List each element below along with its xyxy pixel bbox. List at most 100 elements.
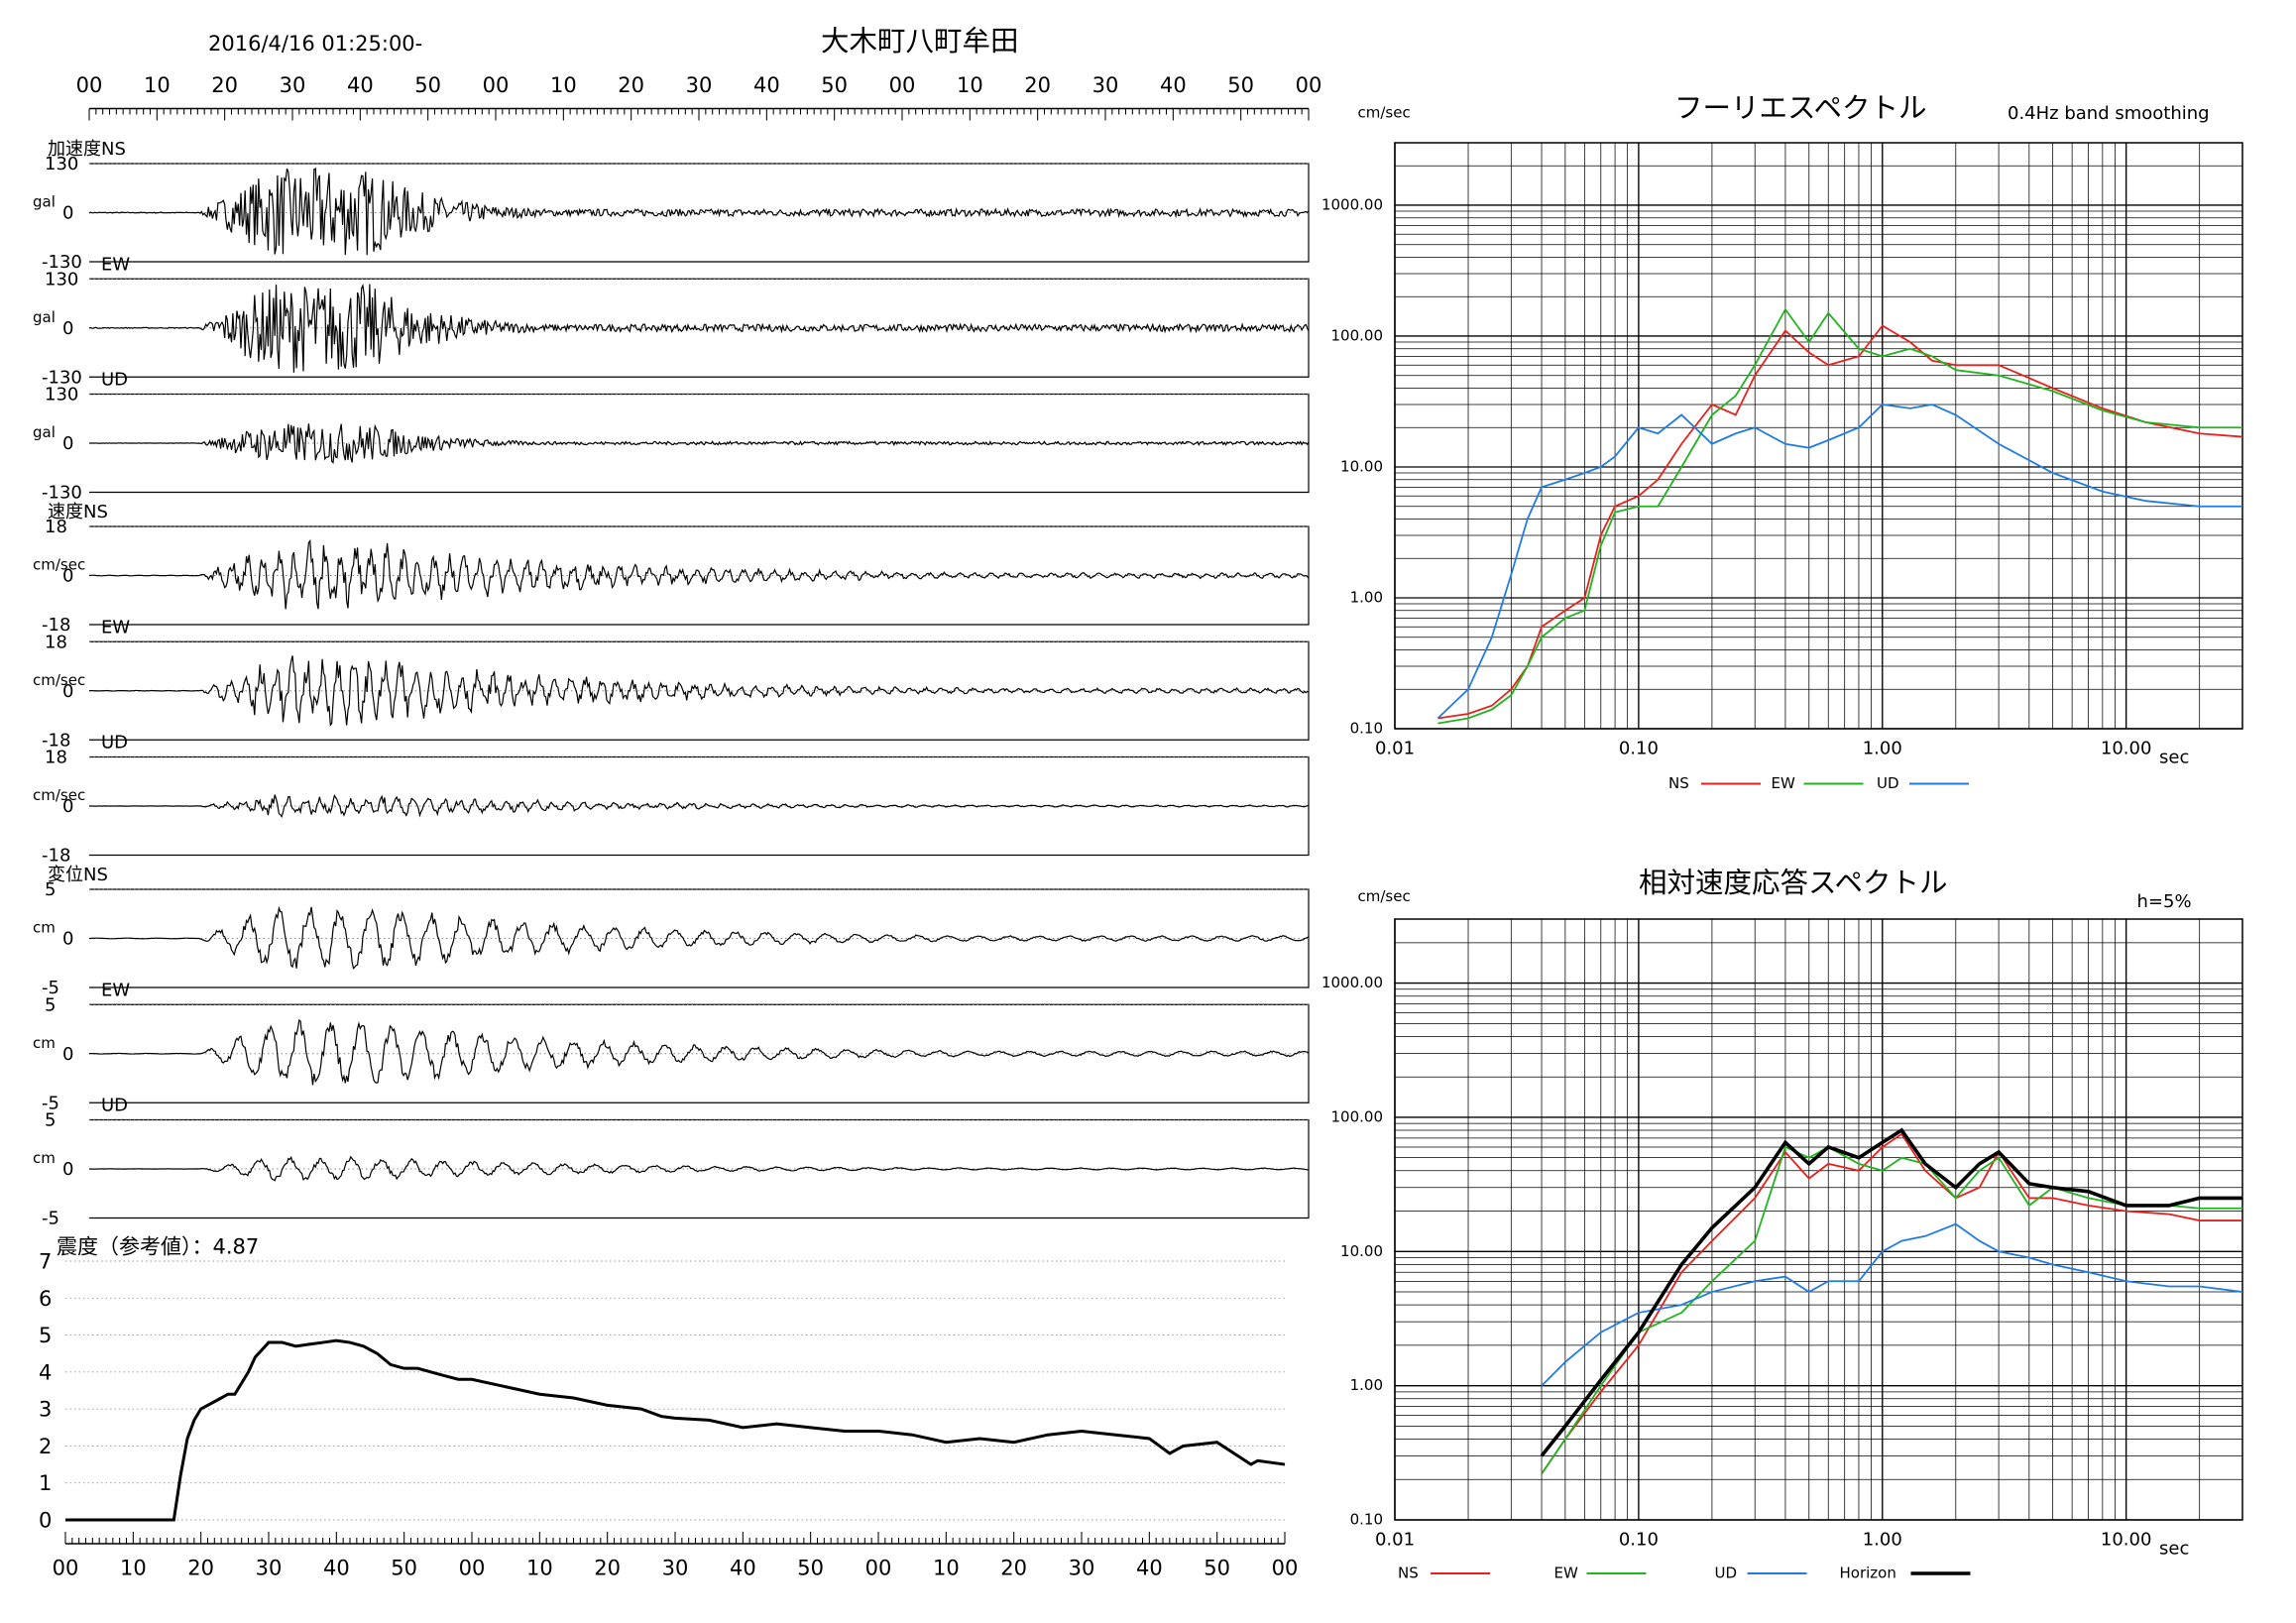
legend-label: EW <box>1772 774 1795 792</box>
x-tick-label: 0.10 <box>1619 739 1659 759</box>
panel-min-label: -130 <box>42 367 82 388</box>
legend-label: NS <box>1398 1565 1419 1582</box>
panel-label: UD <box>101 733 128 754</box>
intensity-axis-label: 40 <box>1136 1557 1163 1580</box>
series-line-ud <box>1541 1222 2243 1387</box>
fourier-subtitle: 0.4Hz band smoothing <box>2008 103 2210 124</box>
intensity-series-line <box>65 1338 1286 1522</box>
panel-unit-label: cm <box>33 1149 56 1167</box>
x-tick-label: 10.00 <box>2101 1530 2152 1551</box>
time-tick-label: 30 <box>686 73 713 97</box>
waveform-trace <box>89 655 1310 727</box>
intensity-axis-label: 10 <box>933 1557 960 1580</box>
series-line-ew <box>1541 1145 2242 1475</box>
response-unit: cm/sec <box>1358 887 1411 905</box>
time-tick-label: 50 <box>1227 73 1254 97</box>
panel-zero-label: 0 <box>62 318 73 339</box>
panel-label: EW <box>101 617 130 638</box>
panel-max-label: 5 <box>45 1110 56 1131</box>
time-tick-label: 00 <box>76 73 103 97</box>
series-line-ns <box>1437 324 2243 720</box>
series-line-ud <box>1436 404 2242 720</box>
panel-max-label: 130 <box>45 269 78 290</box>
panel-min-label: -5 <box>42 1093 59 1113</box>
intensity-axis-label: 00 <box>865 1557 892 1580</box>
panel-max-label: 5 <box>45 994 56 1015</box>
intensity-axis-label: 40 <box>323 1557 350 1580</box>
time-tick-label: 30 <box>280 73 306 97</box>
waveform-trace <box>89 905 1310 970</box>
series-line-ew <box>1437 307 2242 725</box>
intensity-chart: 7 6 5 4 3 2 1 0 <box>39 1250 1286 1533</box>
waveform-trace <box>89 423 1310 465</box>
chart-frame <box>1394 918 2243 1521</box>
response-legend: NS EW UD Horizon <box>1398 1565 1971 1582</box>
panel-min-label: -18 <box>42 615 70 636</box>
intensity-y-tick: 5 <box>39 1324 52 1347</box>
panel-zero-label: 0 <box>62 1044 73 1065</box>
intensity-axis-label: 30 <box>256 1557 283 1580</box>
y-tick-label: 10.00 <box>1340 1242 1383 1260</box>
legend-label: NS <box>1668 774 1689 792</box>
time-tick-label: 10 <box>957 73 983 97</box>
panel-unit-label: gal <box>33 193 56 211</box>
waveform-trace <box>88 168 1310 256</box>
intensity-axis-label: 20 <box>1000 1557 1027 1580</box>
x-tick-label: 0.01 <box>1375 1530 1415 1551</box>
intensity-axis-label: 20 <box>594 1557 621 1580</box>
time-tick-label: 50 <box>821 73 848 97</box>
intensity-axis-label: 40 <box>730 1557 756 1580</box>
time-tick-label: 40 <box>1160 73 1187 97</box>
intensity-axis-label: 50 <box>797 1557 824 1580</box>
y-tick-label: 0.10 <box>1350 1511 1383 1529</box>
intensity-axis-label: 20 <box>187 1557 214 1580</box>
panel-label: 変位NS <box>48 865 108 885</box>
time-tick-label: 00 <box>483 73 510 97</box>
time-tick-label: 40 <box>347 73 374 97</box>
panel-max-label: 18 <box>45 748 67 768</box>
datetime-label: 2016/4/16 01:25:00- <box>208 32 422 56</box>
legend-label: UD <box>1877 774 1899 792</box>
x-tick-label: 0.01 <box>1375 739 1415 759</box>
y-tick-label: 1.00 <box>1350 588 1383 606</box>
panel-max-label: 130 <box>45 385 78 406</box>
panel-label: EW <box>101 254 130 275</box>
series-line-ns <box>1541 1132 2242 1475</box>
response-damping: h=5% <box>2137 891 2192 912</box>
panel-max-label: 5 <box>45 879 56 900</box>
intensity-label: 震度（参考値）：4.87 <box>57 1235 259 1259</box>
time-axis-bottom: 00 10 20 30 40 50 00 10 20 30 40 50 00 10 20 30 40 50 00 <box>53 1532 1298 1580</box>
y-tick-label: 10.00 <box>1340 457 1383 475</box>
x-tick-label: 1.00 <box>1863 739 1902 759</box>
y-tick-label: 1000.00 <box>1321 195 1383 213</box>
intensity-y-tick: 3 <box>39 1398 52 1422</box>
panel-unit-label: cm/sec <box>33 786 85 804</box>
y-tick-label: 100.00 <box>1331 1107 1384 1125</box>
time-tick-label: 30 <box>1092 73 1119 97</box>
waveform-trace <box>89 1155 1309 1182</box>
time-tick-label: 00 <box>1296 73 1322 97</box>
panel-zero-label: 0 <box>62 681 73 702</box>
panel-min-label: -18 <box>42 846 70 867</box>
panel-label: UD <box>101 370 128 391</box>
panel-min-label: -5 <box>42 978 59 998</box>
intensity-axis-label: 50 <box>391 1557 417 1580</box>
panel-label: EW <box>101 980 130 1000</box>
panel-unit-label: cm <box>33 1034 56 1052</box>
panel-max-label: 18 <box>45 517 67 537</box>
intensity-y-tick: 4 <box>39 1360 52 1384</box>
response-title: 相対速度応答スペクトル <box>1639 867 1948 899</box>
panel-max-label: 130 <box>45 154 78 174</box>
intensity-axis-label: 00 <box>459 1557 486 1580</box>
station-title: 大木町八町牟田 <box>821 25 1019 58</box>
x-tick-label: 0.10 <box>1619 1530 1659 1551</box>
legend-label: UD <box>1715 1565 1738 1582</box>
intensity-axis-label: 00 <box>53 1557 79 1580</box>
panel-zero-label: 0 <box>62 566 73 587</box>
panel-unit-label: cm/sec <box>33 671 85 689</box>
time-tick-label: 50 <box>414 73 441 97</box>
y-tick-label: 0.10 <box>1350 720 1383 738</box>
